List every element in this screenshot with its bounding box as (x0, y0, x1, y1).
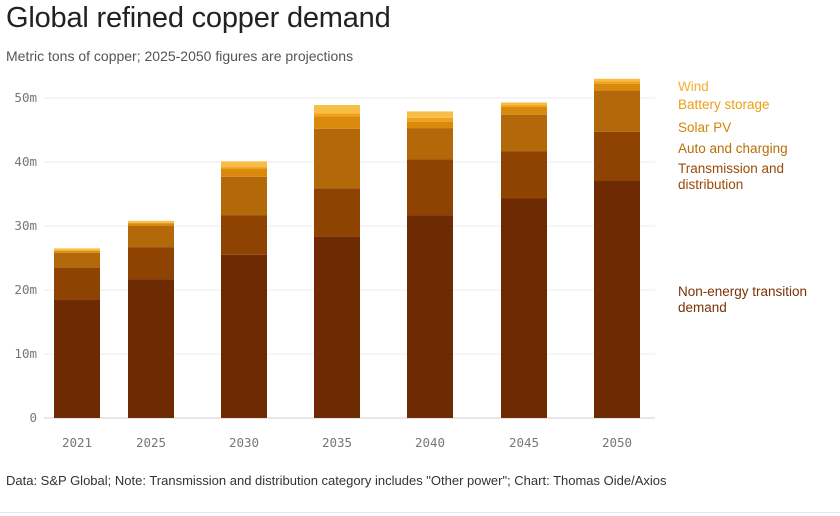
bar-segment (221, 161, 267, 168)
bar-segment (314, 116, 360, 129)
bar-segment (594, 131, 640, 181)
bar-segment (501, 105, 547, 107)
chart-title: Global refined copper demand (6, 2, 391, 34)
y-tick-label: 50m (14, 90, 37, 105)
x-tick-label: 2030 (229, 435, 259, 450)
y-tick-label: 30m (14, 218, 37, 233)
bar-segment (128, 247, 174, 280)
bar-segment (221, 254, 267, 418)
bar-segment (128, 279, 174, 418)
bar-segment (221, 215, 267, 255)
bar-segment (501, 151, 547, 199)
bar-segment (314, 236, 360, 418)
bar-segment (128, 222, 174, 224)
y-tick-label: 0 (29, 410, 37, 425)
bar-segment (407, 159, 453, 216)
bar-segment (407, 128, 453, 160)
x-tick-label: 2021 (62, 435, 92, 450)
bar-segment (54, 267, 100, 300)
y-tick-label: 40m (14, 154, 37, 169)
bar-segment (501, 198, 547, 418)
bar-segment (314, 128, 360, 189)
bar-segment (594, 83, 640, 91)
bar-segment (594, 180, 640, 418)
legend-non-energy-transition-demand: Non-energy transition demand (678, 284, 808, 315)
legend-auto-and-charging: Auto and charging (678, 141, 788, 156)
bar-segment (128, 220, 174, 223)
bar-segment (54, 299, 100, 418)
bar-segment (594, 78, 640, 82)
bar-segment (594, 90, 640, 132)
bar-segment (221, 167, 267, 170)
bar-segment (221, 169, 267, 177)
bar-segment (407, 117, 453, 122)
x-tick-label: 2045 (509, 435, 539, 450)
bar-segment (54, 252, 100, 268)
bar-segment (407, 215, 453, 418)
bar-segment (54, 250, 100, 253)
bar-segment (128, 223, 174, 226)
legend-wind: Wind (678, 79, 709, 94)
bar-segment (594, 81, 640, 84)
bar-segment (314, 188, 360, 237)
bar-segment (314, 105, 360, 114)
bar-segment (221, 176, 267, 216)
legend-solar-pv: Solar PV (678, 120, 732, 135)
x-tick-label: 2050 (602, 435, 632, 450)
y-tick-label: 20m (14, 282, 37, 297)
divider (0, 512, 840, 513)
bar-segment (501, 106, 547, 115)
legend-transmission-and-distribution: Transmission and distribution (678, 161, 785, 192)
x-tick-label: 2035 (322, 435, 352, 450)
bar-segment (54, 250, 100, 251)
bar-segment (407, 121, 453, 129)
legend-battery-storage: Battery storage (678, 97, 770, 112)
x-tick-label: 2040 (415, 435, 445, 450)
bar-segment (501, 102, 547, 106)
y-tick-label: 10m (14, 346, 37, 361)
chart-subtitle: Metric tons of copper; 2025-2050 figures… (6, 48, 354, 64)
x-tick-label: 2025 (136, 435, 166, 450)
bar-segment (54, 248, 100, 251)
bar-segment (314, 113, 360, 117)
bar-segment (501, 114, 547, 152)
source-note: Data: S&P Global; Note: Transmission and… (6, 473, 667, 488)
bar-segment (407, 111, 453, 118)
bar-segment (128, 226, 174, 248)
